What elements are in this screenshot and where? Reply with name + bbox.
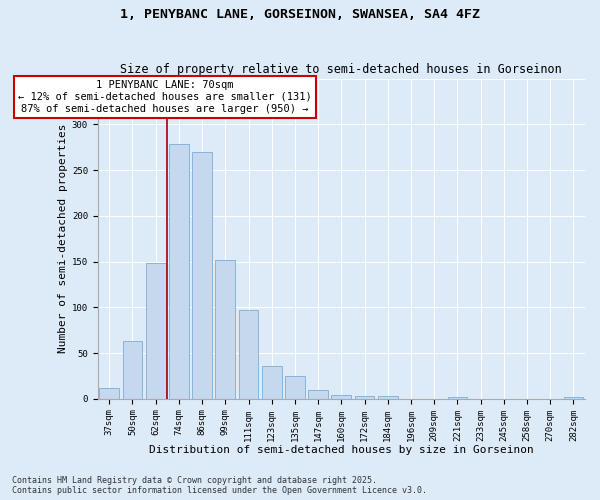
Bar xyxy=(192,152,212,399)
Bar xyxy=(100,388,119,399)
Bar xyxy=(122,341,142,399)
Bar xyxy=(169,144,189,399)
X-axis label: Distribution of semi-detached houses by size in Gorseinon: Distribution of semi-detached houses by … xyxy=(149,445,534,455)
Bar xyxy=(378,396,398,399)
Bar xyxy=(239,310,259,399)
Text: 1, PENYBANC LANE, GORSEINON, SWANSEA, SA4 4FZ: 1, PENYBANC LANE, GORSEINON, SWANSEA, SA… xyxy=(120,8,480,20)
Bar xyxy=(355,396,374,399)
Bar xyxy=(262,366,281,399)
Text: 1 PENYBANC LANE: 70sqm
← 12% of semi-detached houses are smaller (131)
87% of se: 1 PENYBANC LANE: 70sqm ← 12% of semi-det… xyxy=(18,80,312,114)
Bar xyxy=(285,376,305,399)
Y-axis label: Number of semi-detached properties: Number of semi-detached properties xyxy=(58,124,68,354)
Bar xyxy=(308,390,328,399)
Bar xyxy=(563,397,583,399)
Bar xyxy=(448,397,467,399)
Bar xyxy=(215,260,235,399)
Title: Size of property relative to semi-detached houses in Gorseinon: Size of property relative to semi-detach… xyxy=(121,63,562,76)
Bar xyxy=(331,395,351,399)
Text: Contains HM Land Registry data © Crown copyright and database right 2025.
Contai: Contains HM Land Registry data © Crown c… xyxy=(12,476,427,495)
Bar xyxy=(146,264,166,399)
